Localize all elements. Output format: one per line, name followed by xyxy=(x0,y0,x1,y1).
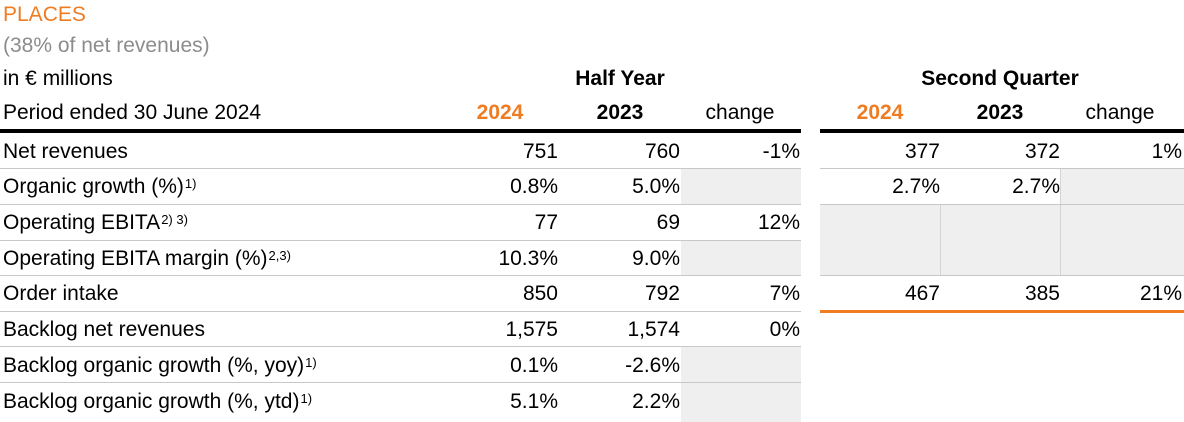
hy-cell: 1,575 xyxy=(505,318,558,341)
row-rule xyxy=(0,346,801,347)
footnote-marker: 2,3) xyxy=(268,248,291,263)
shade-hy-change-backlog xyxy=(681,347,801,422)
row-label-text: Operating EBITA xyxy=(3,211,161,234)
row-rule xyxy=(0,204,801,205)
row-label-text: Net revenues xyxy=(3,140,128,163)
hy-cell: 5.1% xyxy=(510,390,558,413)
row-rule xyxy=(0,311,801,312)
hy-col-change: change xyxy=(705,101,775,124)
row-label-text: Backlog organic growth (%, ytd) xyxy=(3,390,300,413)
q2-sep-2 xyxy=(1060,205,1061,275)
shade-q2-change-r2 xyxy=(1061,169,1184,204)
footnote-marker: 2) 3) xyxy=(161,212,188,227)
hy-cell: -2.6% xyxy=(625,354,680,377)
section-subtitle: (38% of net revenues) xyxy=(3,34,210,57)
period-label: Period ended 30 June 2024 xyxy=(3,101,262,124)
q2-cell: 377 xyxy=(904,140,940,163)
hy-cell: 2.2% xyxy=(632,390,680,413)
header-rule-left xyxy=(0,129,801,133)
shade-hy-change-r2 xyxy=(681,169,801,204)
hy-cell: 0.1% xyxy=(510,354,558,377)
hy-cell: 751 xyxy=(522,140,558,163)
row-label: Operating EBITA2) 3) xyxy=(3,211,188,235)
row-label-text: Organic growth (%) xyxy=(3,175,184,198)
shade-hy-change-r4 xyxy=(681,241,801,275)
row-label-text: Operating EBITA margin (%) xyxy=(3,247,268,270)
footnote-marker: 1) xyxy=(184,176,197,191)
row-label-text: Order intake xyxy=(3,282,119,305)
row-label: Backlog organic growth (%, ytd)1) xyxy=(3,390,312,414)
q2-cell: 385 xyxy=(1024,282,1060,305)
footnote-marker: 1) xyxy=(300,391,313,406)
hy-cell: 69 xyxy=(656,211,680,234)
hy-cell: 9.0% xyxy=(632,247,680,270)
q2-sep-3 xyxy=(1060,169,1061,204)
hy-cell: 760 xyxy=(644,140,680,163)
row-label-text: Backlog organic growth (%, yoy) xyxy=(3,354,305,377)
hy-cell: 5.0% xyxy=(632,175,680,198)
header-rule-right xyxy=(820,129,1184,133)
row-label: Operating EBITA margin (%)2,3) xyxy=(3,247,291,271)
row-rule xyxy=(0,275,801,276)
row-label: Net revenues xyxy=(3,140,128,164)
hy-cell: 792 xyxy=(644,282,680,305)
section-title: PLACES xyxy=(3,3,86,26)
hy-cell: 10.3% xyxy=(498,247,558,270)
row-rule xyxy=(0,382,801,383)
row-rule xyxy=(0,240,801,241)
q2-cell: 2.7% xyxy=(1012,175,1060,198)
row-label-text: Backlog net revenues xyxy=(3,318,205,341)
half-year-header: Half Year xyxy=(575,67,665,90)
q2-col-2023: 2023 xyxy=(976,101,1024,124)
hy-cell: 850 xyxy=(522,282,558,305)
second-quarter-header: Second Quarter xyxy=(921,67,1079,90)
hy-cell: 12% xyxy=(757,211,800,234)
hy-col-2023: 2023 xyxy=(596,101,644,124)
hy-cell: -1% xyxy=(762,140,800,163)
hy-cell: 77 xyxy=(534,211,558,234)
hy-cell: 0% xyxy=(769,318,800,341)
hy-cell: 0.8% xyxy=(510,175,558,198)
q2-cell: 467 xyxy=(904,282,940,305)
row-rule xyxy=(0,168,801,169)
unit-label: in € millions xyxy=(3,67,113,90)
row-rule xyxy=(820,204,1184,205)
q2-bottom-rule xyxy=(820,310,1184,313)
hy-cell: 1,574 xyxy=(627,318,680,341)
row-rule xyxy=(820,168,1184,169)
q2-cell: 1% xyxy=(1151,140,1182,163)
q2-sep-1 xyxy=(940,205,941,275)
row-label: Backlog net revenues xyxy=(3,318,205,342)
shade-q2-ebita xyxy=(820,205,1184,275)
q2-col-2024: 2024 xyxy=(856,101,904,124)
hy-col-2024: 2024 xyxy=(476,101,524,124)
row-label: Backlog organic growth (%, yoy)1) xyxy=(3,354,317,378)
q2-cell: 2.7% xyxy=(892,175,940,198)
q2-cell: 21% xyxy=(1139,282,1182,305)
row-label: Organic growth (%)1) xyxy=(3,175,196,199)
row-label: Order intake xyxy=(3,282,119,306)
row-rule xyxy=(820,275,1184,276)
q2-cell: 372 xyxy=(1024,140,1060,163)
footnote-marker: 1) xyxy=(305,355,317,370)
q2-col-change: change xyxy=(1085,101,1155,124)
hy-cell: 7% xyxy=(769,282,800,305)
